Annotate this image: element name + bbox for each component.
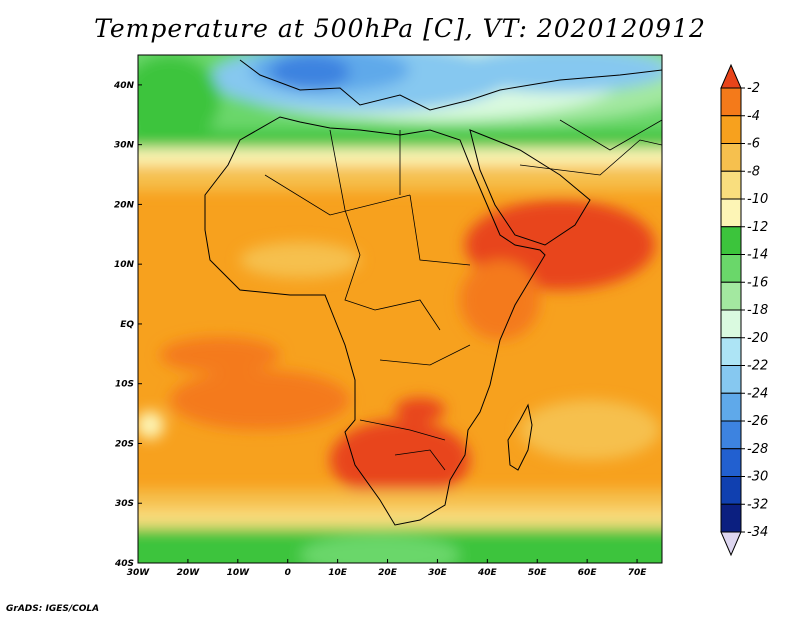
colorbar-swatch	[720, 170, 742, 200]
blob-indian	[520, 400, 660, 460]
lat-axis: 40N 30N 20N 10N EQ 10S 20S 30S 40S	[113, 81, 142, 569]
colorbar-label: -30	[747, 470, 768, 485]
lat-tick-label: 40S	[114, 559, 134, 569]
colorbar-label: -34	[747, 525, 768, 540]
colorbar-swatch	[720, 448, 742, 477]
colorbar-swatch	[720, 143, 742, 172]
lon-tick-label: 30W	[127, 568, 151, 578]
lon-tick-label: 40E	[477, 568, 498, 578]
europe-coastline	[239, 59, 662, 111]
lon-tick-label: 70E	[628, 568, 648, 578]
blob-s-africa	[330, 420, 470, 500]
blob-horn	[460, 260, 540, 340]
colorbar-label: -22	[747, 359, 768, 374]
lat-tick-label: EQ	[120, 320, 134, 330]
credit-label: GrADS: IGES/COLA	[6, 604, 100, 614]
temperature-field	[138, 55, 662, 563]
colorbar-label: -24	[747, 386, 768, 401]
colorbar-label: -4	[747, 109, 760, 124]
plot-frame	[137, 54, 663, 564]
colorbar-label: -28	[747, 442, 768, 457]
colorbar-label: -20	[747, 331, 768, 346]
blob-sahel-lt	[240, 242, 360, 278]
colorbar-label: -6	[747, 137, 760, 152]
colorbar-swatch	[720, 115, 742, 144]
colorbar-label: -32	[747, 497, 768, 512]
colorbar-swatch	[720, 392, 742, 422]
colorbar-swatch	[720, 198, 742, 228]
colorbar-swatch	[720, 476, 742, 505]
colorbar-swatch	[720, 420, 742, 450]
colorbar-label: -8	[747, 164, 760, 179]
lon-axis: 30W 20W 10W 0 10E 20E 30E 40E 50E 60E 70E	[127, 559, 647, 578]
lat-tick-label: 40N	[113, 81, 135, 91]
lon-tick-label: 0	[285, 568, 291, 578]
colorbar-swatch	[720, 254, 742, 283]
colorbar-swatch	[720, 503, 742, 533]
colorbar: -2 -4 -6 -8 -10 -12 -14 -16 -18 -20 -22 -24 -26 -28 -3…	[720, 63, 768, 557]
colorbar-label: -2	[747, 81, 760, 96]
blob-south-atl	[170, 370, 350, 430]
colorbar-cap-top	[720, 63, 742, 89]
blob-dk-blue	[270, 55, 350, 90]
blob-east-blue	[450, 55, 662, 92]
lon-tick-label: 20E	[378, 568, 398, 578]
blob-s-ltgreen	[300, 535, 460, 563]
blob-spot	[138, 411, 164, 439]
lat-tick-label: 20N	[114, 200, 135, 210]
lon-tick-label: 20W	[177, 568, 201, 578]
blob-atl-2	[160, 337, 280, 373]
colorbar-swatch	[720, 309, 742, 339]
colorbar-swatch	[720, 226, 742, 255]
colorbar-label: -18	[747, 303, 768, 318]
lat-tick-label: 30S	[115, 499, 134, 509]
blob-atl-green	[138, 55, 220, 145]
colorbar-label: -26	[747, 414, 768, 429]
lon-tick-label: 60E	[578, 568, 598, 578]
blob-zambia	[395, 398, 445, 422]
lat-tick-label: 20S	[115, 439, 134, 449]
borders	[264, 119, 662, 471]
madagascar-coastline	[507, 403, 533, 471]
africa-coastline	[204, 116, 546, 526]
lat-tick-label: 10S	[115, 380, 134, 390]
colorbar-swatch	[720, 365, 742, 394]
arabia-coastline	[469, 129, 591, 246]
lon-tick-label: 10E	[328, 568, 348, 578]
colorbar-label: -10	[747, 192, 768, 207]
colorbar-label: -16	[747, 275, 768, 290]
lon-tick-label: 50E	[528, 568, 548, 578]
colorbar-swatch	[720, 337, 742, 366]
colorbar-cap-bottom	[720, 531, 742, 557]
lat-tick-label: 30N	[114, 141, 135, 151]
lon-tick-label: 30E	[428, 568, 448, 578]
lon-tick-label: 10W	[227, 568, 251, 578]
colorbar-swatch	[720, 281, 742, 311]
colorbar-label: -12	[747, 220, 768, 235]
coastlines	[204, 59, 662, 526]
colorbar-swatch	[720, 87, 742, 117]
colorbar-label: -14	[747, 248, 768, 263]
page-title: Temperature at 500hPa [C], VT: 202012091…	[94, 14, 706, 43]
lat-tick-label: 10N	[114, 260, 135, 270]
